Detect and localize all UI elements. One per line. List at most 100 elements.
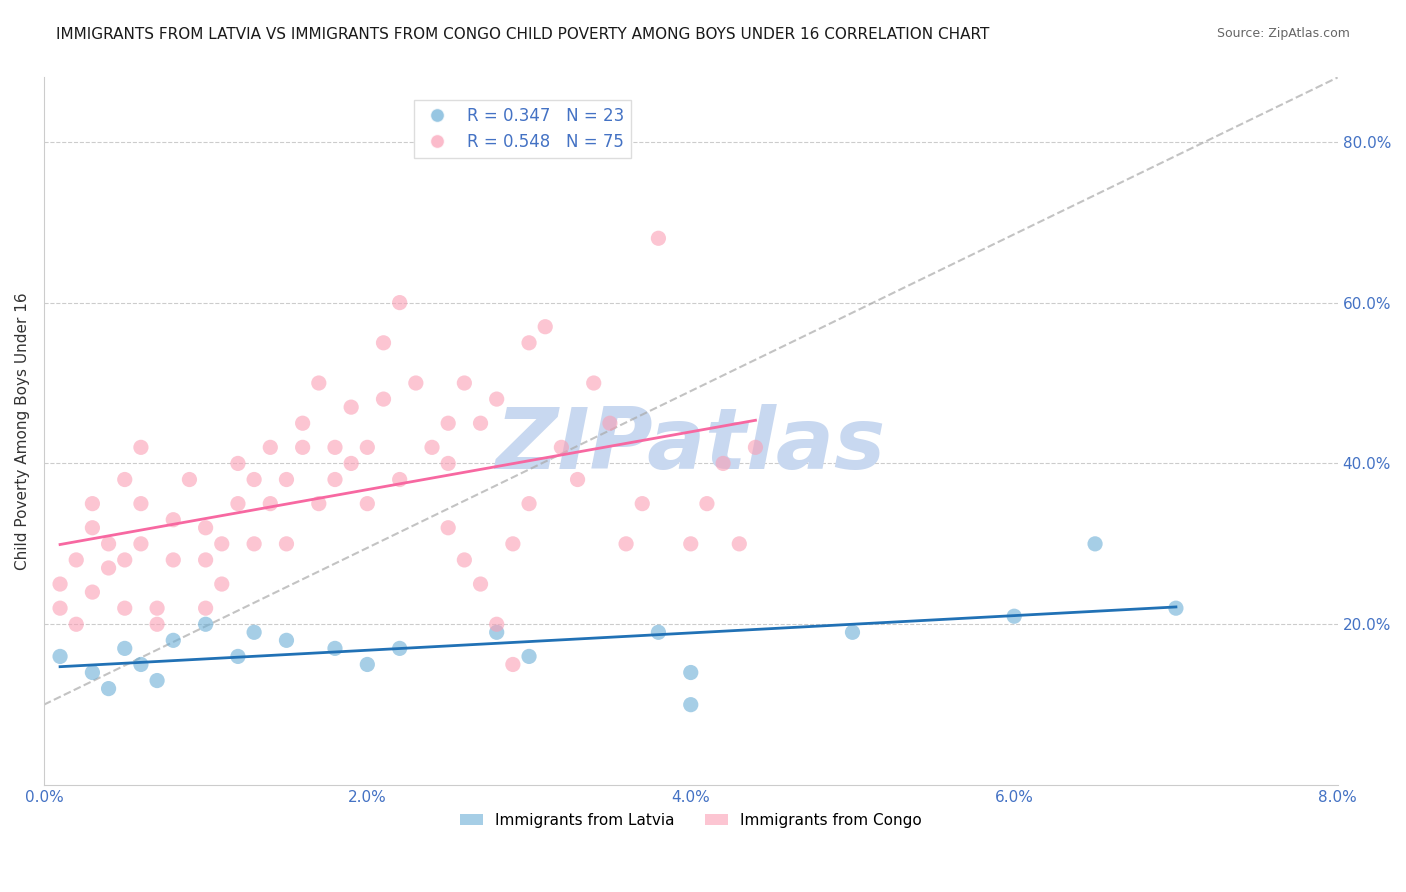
Immigrants from Congo	[453, 553, 475, 567]
Immigrants from Congo	[550, 441, 572, 455]
Immigrants from Congo	[614, 537, 637, 551]
Immigrants from Congo	[356, 441, 378, 455]
Immigrants from Congo	[211, 537, 233, 551]
Immigrants from Latvia	[49, 649, 72, 664]
Immigrants from Congo	[226, 457, 249, 471]
Immigrants from Latvia	[194, 617, 217, 632]
Immigrants from Congo	[49, 601, 72, 615]
Immigrants from Congo	[146, 601, 169, 615]
Immigrants from Congo	[728, 537, 751, 551]
Immigrants from Congo	[129, 537, 152, 551]
Immigrants from Congo	[276, 473, 298, 487]
Immigrants from Latvia	[388, 641, 411, 656]
Immigrants from Latvia	[517, 649, 540, 664]
Immigrants from Congo	[308, 376, 330, 390]
Immigrants from Congo	[711, 457, 734, 471]
Immigrants from Congo	[388, 473, 411, 487]
Immigrants from Congo	[517, 497, 540, 511]
Immigrants from Congo	[567, 473, 589, 487]
Immigrants from Latvia	[162, 633, 184, 648]
Immigrants from Latvia	[82, 665, 104, 680]
Immigrants from Congo	[114, 601, 136, 615]
Immigrants from Congo	[162, 553, 184, 567]
Text: ZIPatlas: ZIPatlas	[496, 404, 886, 487]
Immigrants from Congo	[373, 392, 395, 406]
Immigrants from Congo	[485, 392, 508, 406]
Immigrants from Congo	[65, 617, 87, 632]
Immigrants from Congo	[405, 376, 427, 390]
Immigrants from Congo	[340, 457, 363, 471]
Immigrants from Latvia	[146, 673, 169, 688]
Immigrants from Congo	[129, 441, 152, 455]
Immigrants from Congo	[356, 497, 378, 511]
Immigrants from Congo	[437, 416, 460, 430]
Immigrants from Congo	[373, 335, 395, 350]
Immigrants from Latvia	[226, 649, 249, 664]
Immigrants from Congo	[485, 617, 508, 632]
Immigrants from Latvia	[841, 625, 863, 640]
Y-axis label: Child Poverty Among Boys Under 16: Child Poverty Among Boys Under 16	[15, 293, 30, 570]
Immigrants from Congo	[114, 553, 136, 567]
Immigrants from Congo	[502, 537, 524, 551]
Text: Source: ZipAtlas.com: Source: ZipAtlas.com	[1216, 27, 1350, 40]
Immigrants from Congo	[291, 441, 314, 455]
Immigrants from Congo	[259, 497, 281, 511]
Immigrants from Congo	[340, 400, 363, 414]
Immigrants from Congo	[82, 497, 104, 511]
Immigrants from Latvia	[1164, 601, 1187, 615]
Immigrants from Congo	[470, 416, 492, 430]
Immigrants from Latvia	[679, 698, 702, 712]
Immigrants from Congo	[647, 231, 669, 245]
Immigrants from Congo	[696, 497, 718, 511]
Immigrants from Congo	[194, 601, 217, 615]
Immigrants from Congo	[744, 441, 766, 455]
Immigrants from Congo	[534, 319, 557, 334]
Immigrants from Congo	[502, 657, 524, 672]
Text: IMMIGRANTS FROM LATVIA VS IMMIGRANTS FROM CONGO CHILD POVERTY AMONG BOYS UNDER 1: IMMIGRANTS FROM LATVIA VS IMMIGRANTS FRO…	[56, 27, 990, 42]
Immigrants from Congo	[49, 577, 72, 591]
Immigrants from Latvia	[97, 681, 120, 696]
Immigrants from Congo	[308, 497, 330, 511]
Immigrants from Congo	[323, 441, 346, 455]
Immigrants from Congo	[437, 521, 460, 535]
Legend: Immigrants from Latvia, Immigrants from Congo: Immigrants from Latvia, Immigrants from …	[454, 807, 928, 834]
Immigrants from Congo	[179, 473, 201, 487]
Immigrants from Congo	[453, 376, 475, 390]
Immigrants from Congo	[582, 376, 605, 390]
Immigrants from Congo	[599, 416, 621, 430]
Immigrants from Congo	[162, 513, 184, 527]
Immigrants from Congo	[114, 473, 136, 487]
Immigrants from Congo	[679, 537, 702, 551]
Immigrants from Congo	[243, 537, 266, 551]
Immigrants from Latvia	[323, 641, 346, 656]
Immigrants from Congo	[437, 457, 460, 471]
Immigrants from Congo	[243, 473, 266, 487]
Immigrants from Latvia	[243, 625, 266, 640]
Immigrants from Congo	[82, 521, 104, 535]
Immigrants from Congo	[65, 553, 87, 567]
Immigrants from Congo	[97, 561, 120, 575]
Immigrants from Latvia	[1084, 537, 1107, 551]
Immigrants from Congo	[82, 585, 104, 599]
Immigrants from Latvia	[647, 625, 669, 640]
Immigrants from Latvia	[114, 641, 136, 656]
Immigrants from Latvia	[356, 657, 378, 672]
Immigrants from Latvia	[276, 633, 298, 648]
Immigrants from Congo	[291, 416, 314, 430]
Immigrants from Congo	[470, 577, 492, 591]
Immigrants from Congo	[194, 521, 217, 535]
Immigrants from Congo	[388, 295, 411, 310]
Immigrants from Congo	[259, 441, 281, 455]
Immigrants from Latvia	[1002, 609, 1025, 624]
Immigrants from Congo	[211, 577, 233, 591]
Immigrants from Latvia	[679, 665, 702, 680]
Immigrants from Congo	[276, 537, 298, 551]
Immigrants from Congo	[323, 473, 346, 487]
Immigrants from Congo	[420, 441, 443, 455]
Immigrants from Latvia	[129, 657, 152, 672]
Immigrants from Congo	[226, 497, 249, 511]
Immigrants from Congo	[97, 537, 120, 551]
Immigrants from Latvia	[485, 625, 508, 640]
Immigrants from Congo	[194, 553, 217, 567]
Immigrants from Congo	[129, 497, 152, 511]
